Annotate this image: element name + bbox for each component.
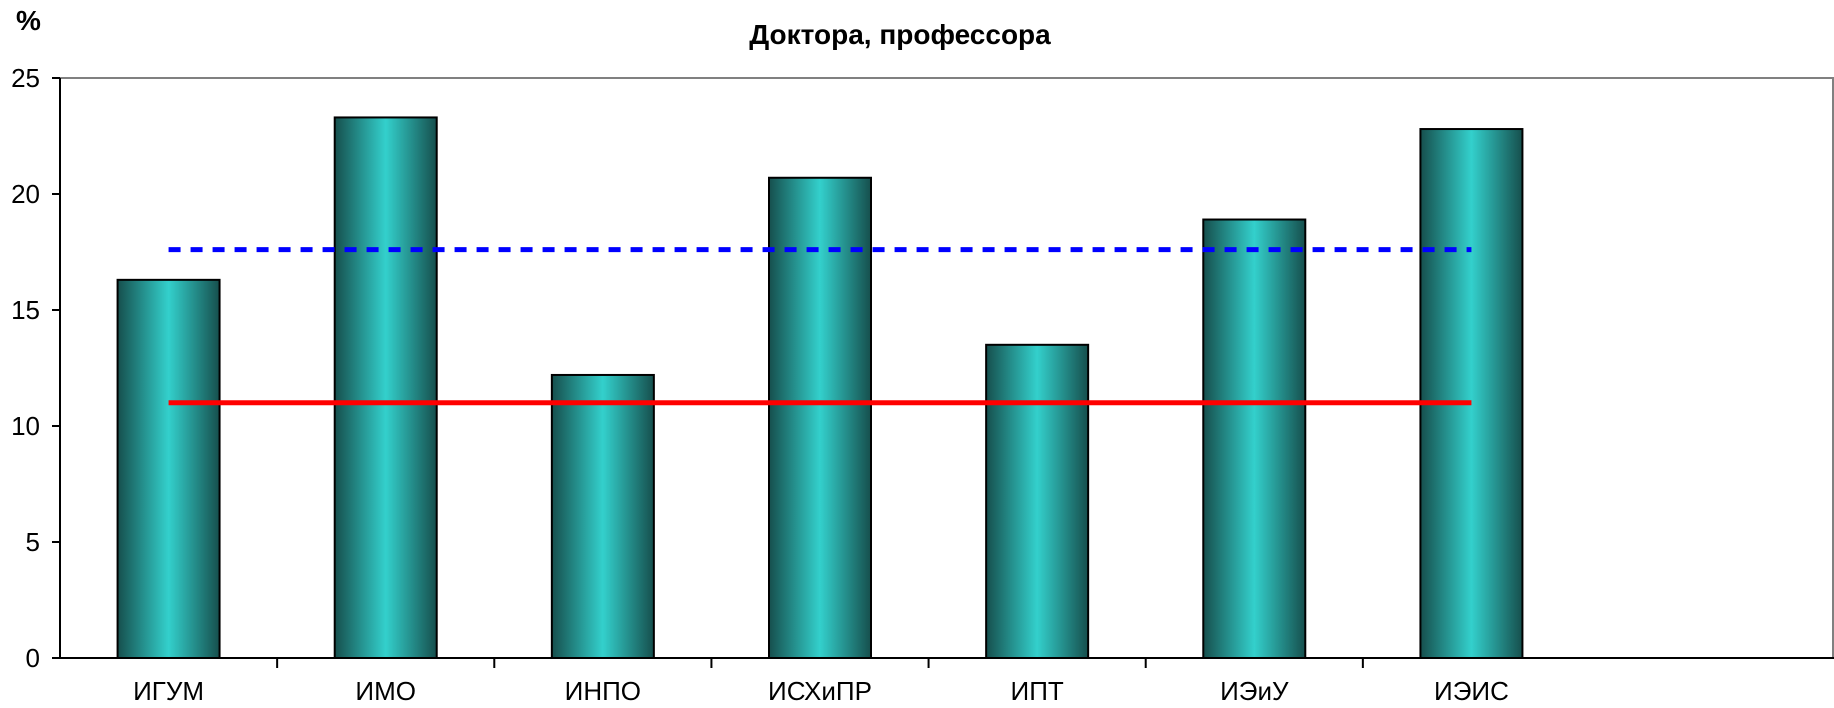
y-tick-label: 10 [11, 411, 40, 441]
bar-ИМО [333, 116, 438, 659]
bar-ИПТ [985, 343, 1090, 659]
bar-ИСХиПР [768, 176, 872, 659]
x-tick-label: ИПТ [1011, 676, 1064, 706]
x-tick-label: ИЭИС [1434, 676, 1509, 706]
x-tick-label: ИНПО [565, 676, 641, 706]
y-axis-unit-label: % [16, 5, 41, 36]
y-tick-label: 0 [26, 643, 40, 673]
chart-title: Доктора, профессора [749, 19, 1051, 50]
bar-ИГУМ [116, 278, 221, 659]
plot-area: 0 5 10 15 20 25 ИГУМ ИМО ИНПО ИСХиПР ИПТ ИЭиУ ИЭИС [11, 63, 1834, 706]
y-tick-label: 15 [11, 295, 40, 325]
bar-ИЭиУ [1202, 218, 1307, 660]
x-tick-label: ИГУМ [133, 676, 204, 706]
x-tick-label: ИМО [355, 676, 416, 706]
bar-ИЭИС [1419, 128, 1524, 660]
y-tick-label: 20 [11, 179, 40, 209]
y-tick-label: 25 [11, 63, 40, 93]
x-tick-label: ИСХиПР [768, 676, 872, 706]
y-tick-label: 5 [26, 527, 40, 557]
x-tick-label: ИЭиУ [1220, 676, 1289, 706]
bar-ИНПО [550, 373, 655, 659]
